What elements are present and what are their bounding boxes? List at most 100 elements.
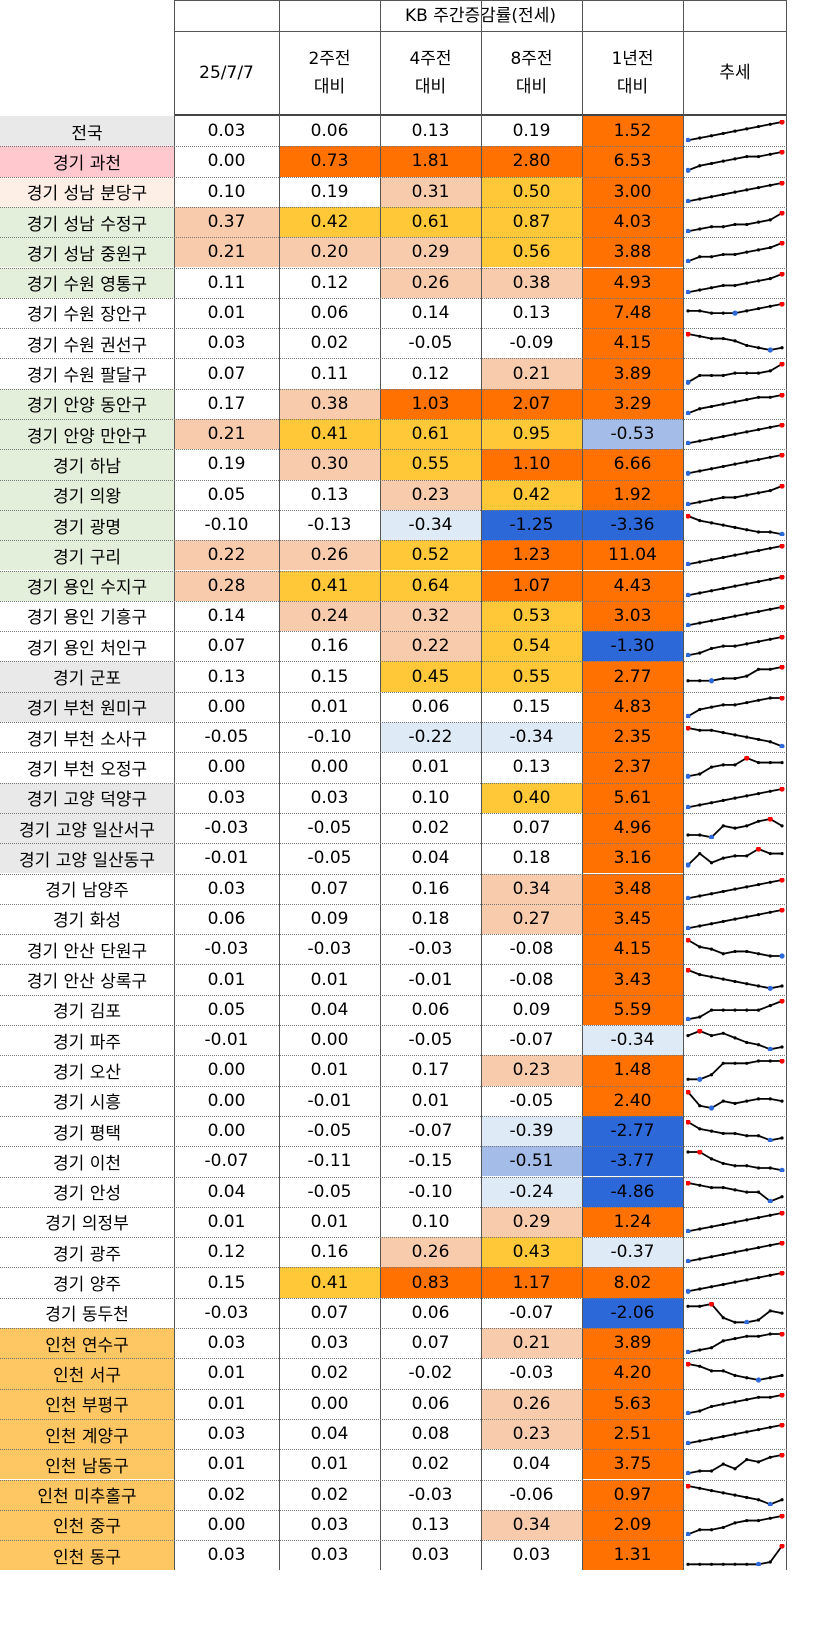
sparkline-point (698, 1304, 702, 1308)
grid-horizontal-line (0, 631, 787, 633)
sparkline-point (745, 1190, 749, 1194)
sparkline-low-point (779, 1167, 785, 1173)
sparkline-point (698, 772, 702, 776)
sparkline-point (721, 824, 725, 828)
grid-horizontal-line (0, 1328, 787, 1329)
value-cell: 0.95 (481, 419, 582, 450)
region-cell: 경기 이천 (0, 1146, 174, 1177)
sparkline-point (745, 1008, 749, 1012)
sparkline-low-point (732, 310, 738, 316)
region-cell: 경기 부천 오정구 (0, 752, 174, 783)
sparkline-point (721, 1462, 725, 1466)
region-cell: 경기 의정부 (0, 1206, 174, 1238)
sparkline-point (709, 975, 714, 979)
value-cell: 1.23 (481, 540, 582, 571)
value-cell: 0.40 (481, 782, 582, 813)
trend-sparkline (686, 1180, 784, 1203)
sparkline-point (721, 374, 725, 378)
sparkline-point (721, 1562, 725, 1566)
grid-horizontal-line (0, 843, 787, 845)
sparkline-point (733, 917, 737, 921)
sparkline-low-point (686, 1410, 691, 1415)
sparkline-high-point (779, 998, 785, 1004)
value-cell: 0.42 (279, 206, 380, 238)
sparkline-point (721, 1008, 725, 1012)
value-cell: 0.23 (481, 1055, 582, 1086)
sparkline-point (745, 793, 749, 798)
trend-sparkline (686, 150, 785, 173)
sparkline-point (698, 136, 702, 140)
sparkline-point (721, 253, 725, 257)
region-cell: 경기 안산 단원구 (0, 934, 174, 965)
sparkline-path (687, 1454, 783, 1475)
sparkline-low-point (767, 347, 773, 353)
sparkline-point (733, 796, 737, 800)
sparkline-point (745, 1061, 749, 1066)
trend-sparkline (686, 1332, 785, 1355)
sparkline-low-point (686, 561, 691, 567)
sparkline-point (698, 469, 702, 473)
sparkline-point (698, 1486, 702, 1490)
region-cell: 인천 남동구 (0, 1449, 174, 1480)
grid-horizontal-line (0, 1479, 787, 1481)
sparkline-point (756, 395, 761, 399)
value-cell: 0.12 (279, 267, 380, 298)
region-cell: 인천 서구 (0, 1358, 174, 1389)
sparkline-point (745, 1248, 749, 1252)
trend-sparkline (686, 1362, 784, 1383)
sparkline-point (709, 891, 714, 895)
region-cell: 경기 부천 원미구 (0, 691, 174, 722)
value-cell: 0.29 (481, 1206, 582, 1238)
sparkline-point (709, 311, 714, 315)
trend-sparkline (686, 362, 785, 385)
sparkline-point (745, 281, 749, 285)
sparkline-path (688, 1545, 783, 1566)
sparkline-high-point (779, 271, 785, 277)
value-cell: 0.61 (380, 206, 481, 238)
value-cell: 3.89 (582, 1328, 683, 1359)
value-cell: 0.00 (279, 1388, 380, 1419)
sparkline-point (733, 584, 737, 588)
sparkline-point (756, 427, 761, 432)
sparkline-high-point (779, 574, 785, 580)
sparkline-low-point (686, 380, 691, 385)
sparkline-point (698, 1409, 702, 1413)
sparkline-point (780, 852, 784, 856)
grid-horizontal-line (0, 600, 787, 602)
value-cell: 0.04 (380, 843, 481, 874)
value-cell: 0.20 (279, 237, 380, 268)
sparkline-high-point (779, 483, 785, 489)
value-cell: -0.01 (174, 843, 279, 874)
value-cell: 0.14 (174, 600, 279, 632)
trend-sparkline (686, 392, 785, 415)
grid-horizontal-line (0, 1176, 787, 1178)
sparkline-point (756, 912, 761, 916)
value-cell: 0.19 (481, 116, 582, 147)
sparkline-point (698, 728, 702, 732)
sparkline-point (756, 185, 761, 189)
sparkline-point (698, 621, 702, 625)
trend-sparkline (686, 1241, 785, 1264)
grid-horizontal-line (0, 388, 787, 390)
sparkline-point (698, 1227, 702, 1231)
sparkline-point (698, 1562, 702, 1566)
value-cell: 0.01 (174, 1206, 279, 1238)
sparkline-point (709, 705, 714, 709)
sparkline-point (768, 122, 772, 126)
value-cell: -0.05 (279, 1115, 380, 1147)
sparkline-point (733, 495, 737, 499)
sparkline-point (709, 194, 714, 198)
value-cell: 0.13 (174, 661, 279, 692)
value-cell: 4.15 (582, 934, 683, 965)
value-cell: -2.06 (582, 1297, 683, 1328)
sparkline-high-point (686, 1180, 691, 1186)
grid-horizontal-line (0, 812, 787, 814)
region-cell: 경기 남양주 (0, 873, 174, 904)
sparkline-point (745, 824, 749, 828)
sparkline-point (768, 1274, 772, 1278)
sparkline-point (709, 134, 714, 138)
sparkline-high-point (686, 1089, 691, 1095)
sparkline-point (768, 761, 772, 765)
value-cell: 1.07 (481, 570, 582, 601)
sparkline-low-point (697, 1076, 703, 1082)
